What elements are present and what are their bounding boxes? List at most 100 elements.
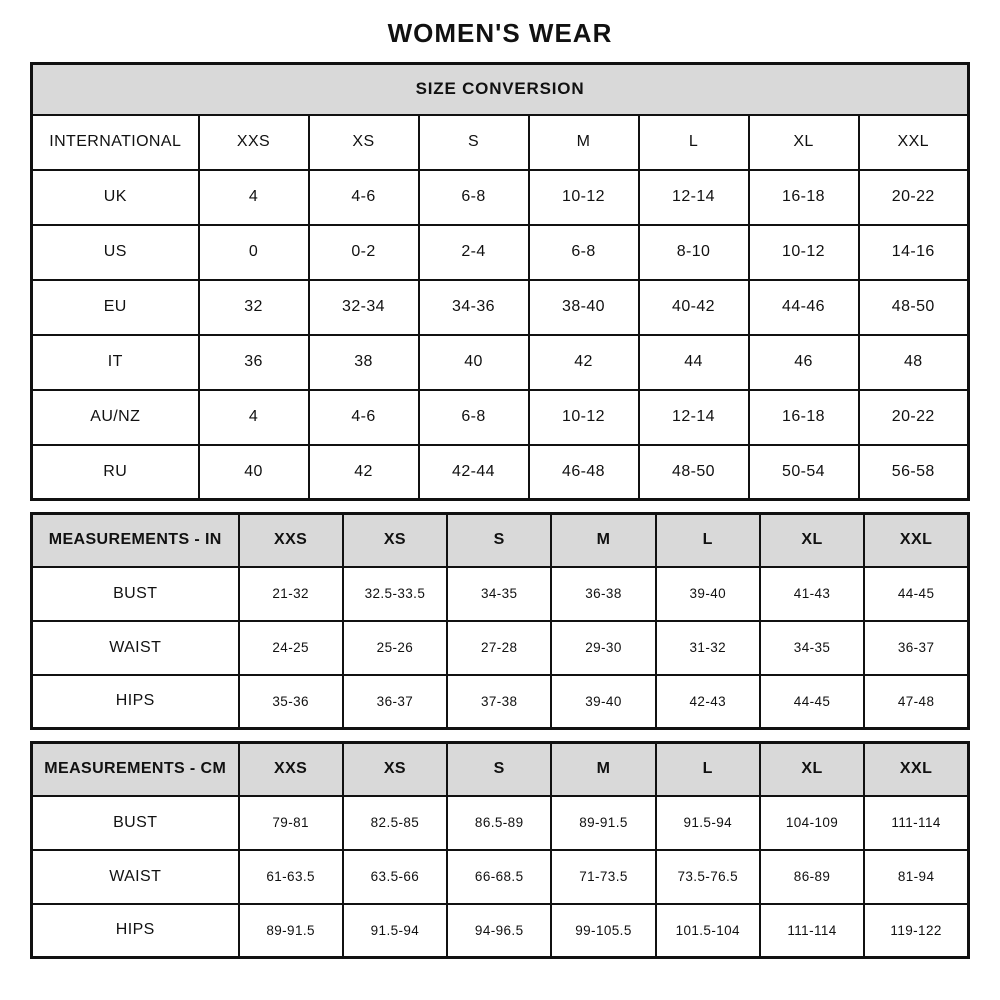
value-cell: 4-6 — [307, 388, 420, 446]
value-cell: 2-4 — [417, 223, 530, 281]
value-cell: 32.5-33.5 — [341, 565, 449, 622]
value-cell: 32 — [197, 278, 310, 336]
value-cell: 86-89 — [758, 848, 866, 905]
value-cell: 42-44 — [417, 443, 530, 501]
column-header-l: L — [654, 741, 761, 797]
column-header-m: M — [550, 741, 657, 797]
column-header-m: M — [550, 512, 657, 568]
value-cell: 0-2 — [307, 223, 420, 281]
value-cell: 46 — [747, 333, 860, 391]
page-title: WOMEN'S WEAR — [387, 18, 613, 48]
value-cell: 6-8 — [417, 388, 530, 446]
value-cell: 31-32 — [654, 619, 761, 676]
value-cell: 89-91.5 — [550, 794, 657, 851]
value-cell: 24-25 — [237, 619, 344, 676]
value-cell: 111-114 — [863, 794, 970, 851]
value-cell: 10-12 — [527, 388, 640, 446]
value-cell: 91.5-94 — [341, 902, 449, 959]
value-cell: 36-37 — [863, 619, 970, 676]
value-cell: 10-12 — [747, 223, 860, 281]
value-cell: 36 — [197, 333, 310, 391]
value-cell: 48 — [857, 333, 970, 391]
value-cell: 27-28 — [446, 619, 553, 676]
value-cell: 50-54 — [747, 443, 860, 501]
value-cell: 94-96.5 — [446, 902, 553, 959]
value-cell: 38-40 — [527, 278, 640, 336]
measurements-cm-table: MEASUREMENTS - CM XXS XS S M L XL XXL BUST 79-81 8… — [30, 741, 970, 959]
row-label: BUST — [30, 794, 240, 851]
value-cell: 104-109 — [758, 794, 866, 851]
row-label: US — [30, 223, 200, 281]
value-cell: 73.5-76.5 — [654, 848, 761, 905]
value-cell: 79-81 — [237, 794, 344, 851]
value-cell: 56-58 — [857, 443, 970, 501]
value-cell: 6-8 — [417, 168, 530, 226]
row-label: IT — [30, 333, 200, 391]
value-cell: 37-38 — [446, 673, 553, 730]
row-label: HIPS — [30, 673, 240, 730]
value-cell: 35-36 — [237, 673, 344, 730]
column-header-l: L — [654, 512, 761, 568]
table-row-eu: EU 32 32-34 34-36 38-40 40-42 44-46 48-50 — [30, 278, 970, 336]
value-cell: 12-14 — [637, 168, 750, 226]
value-cell: 12-14 — [637, 388, 750, 446]
row-label: BUST — [30, 565, 240, 622]
value-cell: 14-16 — [857, 223, 970, 281]
value-cell: 20-22 — [857, 168, 970, 226]
size_conversion-banner: SIZE CONVERSION — [30, 62, 970, 116]
table-row-it: IT 36 38 40 42 44 46 48 — [30, 333, 970, 391]
column-header-xxl: XXL — [857, 113, 970, 171]
value-cell: 10-12 — [527, 168, 640, 226]
value-cell: 101.5-104 — [654, 902, 761, 959]
measurements_in-header-row: MEASUREMENTS - IN XXS XS S M L XL XXL — [30, 512, 970, 568]
size_conversion-header-row: INTERNATIONAL XXS XS S M L XL XXL — [30, 113, 970, 171]
table-row-us: US 0 0-2 2-4 6-8 8-10 10-12 14-16 — [30, 223, 970, 281]
row-label: EU — [30, 278, 200, 336]
value-cell: 34-36 — [417, 278, 530, 336]
value-cell: 111-114 — [758, 902, 866, 959]
measurements-in-table: MEASUREMENTS - IN XXS XS S M L XL XXL BUST 21-32 3… — [30, 512, 970, 730]
row-label: AU/NZ — [30, 388, 200, 446]
table-row-uk: UK 4 4-6 6-8 10-12 12-14 16-18 20-22 — [30, 168, 970, 226]
value-cell: 8-10 — [637, 223, 750, 281]
value-cell: 47-48 — [863, 673, 970, 730]
value-cell: 61-63.5 — [237, 848, 344, 905]
row-label: RU — [30, 443, 200, 501]
table-row-hips: HIPS 89-91.5 91.5-94 94-96.5 99-105.5 101.5-1… — [30, 902, 970, 959]
value-cell: 29-30 — [550, 619, 657, 676]
column-header-xs: XS — [341, 741, 449, 797]
value-cell: 36-37 — [341, 673, 449, 730]
table-row-waist: WAIST 61-63.5 63.5-66 66-68.5 71-73.5 73.5-76… — [30, 848, 970, 905]
column-header-m: M — [527, 113, 640, 171]
value-cell: 21-32 — [237, 565, 344, 622]
value-cell: 36-38 — [550, 565, 657, 622]
column-header-s: S — [417, 113, 530, 171]
column-header-xxl: XXL — [863, 741, 970, 797]
value-cell: 4-6 — [307, 168, 420, 226]
column-header-xxs: XXS — [197, 113, 310, 171]
value-cell: 38 — [307, 333, 420, 391]
value-cell: 32-34 — [307, 278, 420, 336]
measurements_in-title-cell: MEASUREMENTS - IN — [30, 512, 240, 568]
value-cell: 119-122 — [863, 902, 970, 959]
value-cell: 48-50 — [857, 278, 970, 336]
column-header-s: S — [446, 741, 553, 797]
value-cell: 71-73.5 — [550, 848, 657, 905]
value-cell: 20-22 — [857, 388, 970, 446]
value-cell: 25-26 — [341, 619, 449, 676]
value-cell: 4 — [197, 168, 310, 226]
size-conversion-table: SIZE CONVERSION INTERNATIONAL XXS XS S M L XL XX… — [30, 62, 970, 501]
value-cell: 39-40 — [550, 673, 657, 730]
value-cell: 34-35 — [758, 619, 866, 676]
value-cell: 42 — [527, 333, 640, 391]
table-row-hips: HIPS 35-36 36-37 37-38 39-40 42-43 44-45 47-48 — [30, 673, 970, 730]
row-label: WAIST — [30, 848, 240, 905]
value-cell: 91.5-94 — [654, 794, 761, 851]
size_conversion-title-cell: INTERNATIONAL — [30, 113, 200, 171]
value-cell: 42-43 — [654, 673, 761, 730]
row-label: HIPS — [30, 902, 240, 959]
column-header-s: S — [446, 512, 553, 568]
table-row-au-nz: AU/NZ 4 4-6 6-8 10-12 12-14 16-18 20-22 — [30, 388, 970, 446]
measurements_cm-title-cell: MEASUREMENTS - CM — [30, 741, 240, 797]
